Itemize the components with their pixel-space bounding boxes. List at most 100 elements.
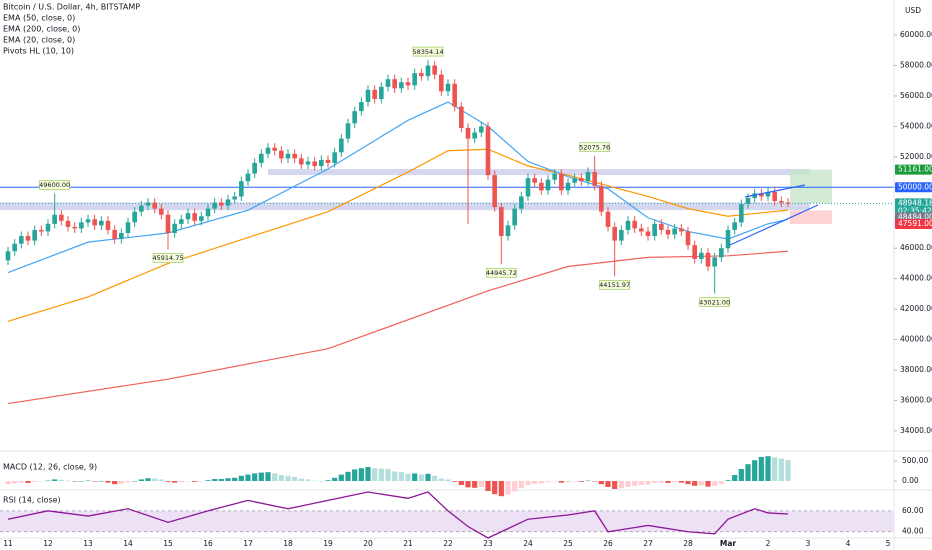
macd-bar — [672, 481, 678, 483]
candle-body — [412, 73, 417, 86]
price-zone — [0, 202, 810, 211]
macd-bar — [25, 481, 31, 483]
macd-bar — [345, 471, 351, 481]
candle-body — [45, 223, 51, 232]
macd-bar — [552, 481, 558, 482]
rsi-title: RSI (14, close) — [3, 496, 61, 505]
pivot-label: 43021.00 — [699, 298, 730, 306]
macd-bar — [138, 479, 144, 481]
candle-body — [419, 73, 424, 77]
macd-bar — [258, 472, 264, 481]
macd-bar — [132, 481, 138, 482]
x-tick-label: 27 — [643, 539, 653, 548]
macd-bar — [338, 474, 344, 481]
x-tick-label: 26 — [603, 539, 613, 548]
candle-body — [305, 161, 311, 165]
rsi-band — [0, 510, 894, 532]
x-tick-label: 24 — [523, 539, 533, 548]
macd-bar — [698, 481, 704, 486]
candle-body — [52, 214, 57, 224]
macd-bar — [305, 479, 311, 481]
candle-body — [352, 111, 357, 124]
candle-body — [12, 243, 17, 252]
position-stop — [790, 210, 832, 224]
macd-bar — [32, 481, 38, 482]
rsi-line — [7, 491, 789, 539]
y-tick-label: 46000.00 — [900, 243, 932, 252]
macd-bar — [72, 481, 78, 482]
candle-body — [625, 220, 631, 230]
macd-bar — [198, 481, 204, 482]
candle-body — [652, 223, 657, 237]
macd-bar — [612, 481, 618, 489]
candle-body — [192, 213, 197, 221]
candle-body — [132, 211, 137, 223]
macd-bar — [658, 481, 664, 483]
candle-body — [632, 220, 637, 229]
pivot-box — [485, 267, 517, 278]
macd-bar — [85, 480, 91, 482]
candle-body — [292, 153, 297, 159]
pivot-label: 44945.72 — [486, 269, 517, 277]
candle-body — [332, 152, 337, 163]
macd-bar — [725, 480, 731, 481]
macd-bar — [765, 456, 771, 481]
macd-bar — [732, 475, 738, 481]
pivot-box — [412, 46, 444, 57]
macd-bar — [178, 481, 184, 483]
candle-body — [639, 228, 644, 232]
candle-body — [172, 223, 177, 233]
macd-bar — [312, 480, 318, 482]
macd-bar — [18, 481, 24, 483]
macd-bar — [538, 481, 544, 484]
rsi-tick-label: 60.00 — [902, 506, 924, 515]
candle-body — [79, 222, 84, 229]
candle-body — [252, 162, 257, 174]
macd-bar — [512, 481, 518, 492]
x-tick-label: 11 — [3, 539, 13, 548]
candle-body — [65, 220, 71, 227]
macd-bar — [118, 481, 124, 484]
macd-bar — [412, 473, 418, 481]
candle-body — [179, 219, 184, 224]
candle-body — [685, 231, 691, 246]
x-tick-label: 22 — [443, 539, 453, 548]
macd-bar — [245, 474, 251, 481]
candle-body — [692, 245, 697, 259]
candle-body — [39, 229, 44, 232]
price-label-box — [895, 218, 932, 229]
candle-body — [219, 202, 224, 206]
x-tick-label: 19 — [323, 539, 333, 548]
symbol-title: Bitcoin / U.S. Dollar, 4h, BITSTAMP — [3, 3, 140, 12]
candle-body — [199, 216, 204, 221]
macd-bar — [638, 481, 644, 485]
candle-body — [372, 89, 377, 99]
macd-bar — [652, 481, 658, 483]
x-tick-label: Mar — [720, 539, 737, 548]
macd-bar — [778, 458, 784, 481]
macd-bar — [692, 481, 698, 486]
macd-bar — [478, 481, 484, 487]
candle-body — [679, 228, 684, 232]
y-tick-label: 58000.00 — [900, 60, 932, 69]
macd-bar — [185, 481, 191, 482]
macd-bar — [365, 467, 371, 481]
macd-bar — [325, 480, 331, 481]
macd-bar — [352, 469, 358, 481]
indicator-legend: Pivots HL (10, 10) — [3, 47, 74, 56]
candle-body — [99, 220, 104, 226]
macd-bar — [5, 481, 11, 485]
x-tick-label: 5 — [886, 539, 891, 548]
candle-body — [472, 132, 477, 139]
macd-bar — [718, 481, 724, 485]
macd-bar — [665, 481, 671, 483]
candle-body — [265, 147, 271, 154]
macd-bar — [758, 457, 764, 481]
macd-bar — [238, 475, 244, 481]
x-tick-label: 20 — [363, 539, 373, 548]
candle-body — [439, 74, 444, 92]
macd-bar — [392, 471, 398, 481]
macd-bar — [52, 479, 58, 481]
macd-bar — [465, 481, 471, 488]
y-tick-label: 34000.00 — [900, 426, 932, 435]
